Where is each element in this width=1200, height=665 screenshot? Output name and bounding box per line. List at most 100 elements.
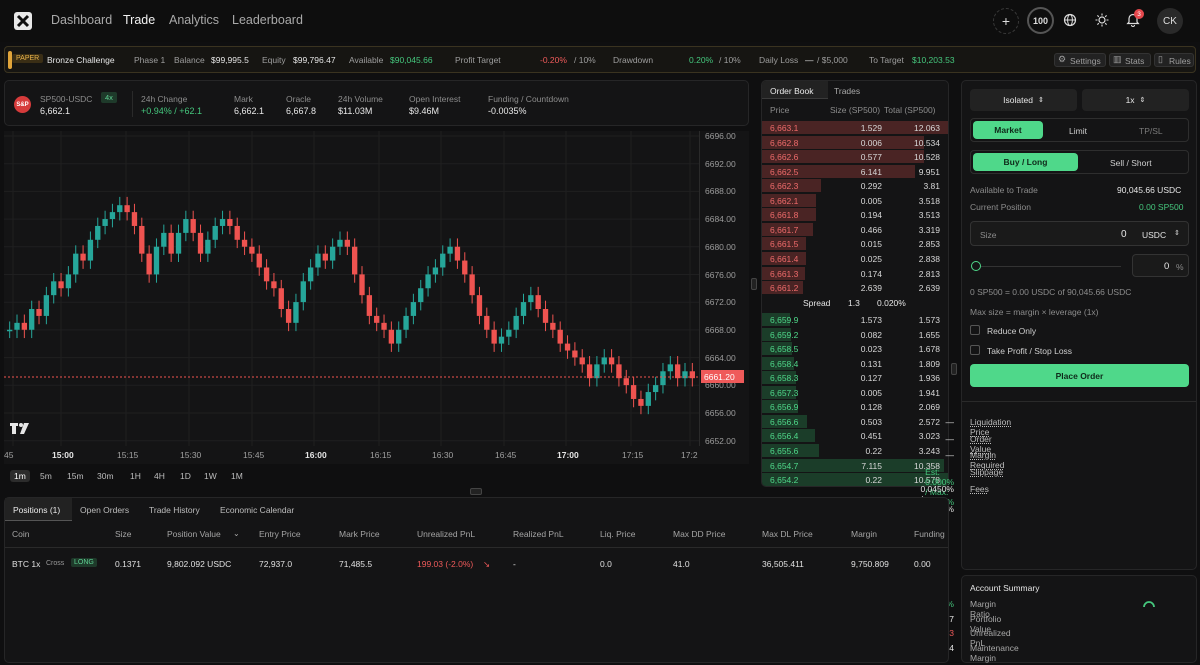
settings-button[interactable]: ⚙ Settings — [1054, 53, 1106, 67]
margin-mode-select[interactable]: Isolated ⇕ — [970, 89, 1077, 111]
asks-price[interactable]: 6,661.8 — [770, 210, 799, 221]
positions-header[interactable]: Coin — [12, 529, 30, 539]
positions-header[interactable]: Funding — [914, 529, 945, 539]
score-badge[interactable]: 100 — [1027, 7, 1054, 34]
stats-button[interactable]: ▥ Stats — [1109, 53, 1151, 67]
timeframe-1H[interactable]: 1H — [130, 471, 141, 481]
positions-header[interactable]: Size — [115, 529, 132, 539]
asks-row[interactable]: 6,661.7 0.466 3.319 — [762, 222, 948, 237]
nav-dashboard[interactable]: Dashboard — [51, 13, 113, 27]
asks-price[interactable]: 6,662.5 — [770, 166, 799, 177]
asks-row[interactable]: 6,661.8 0.194 3.513 — [762, 207, 948, 222]
updown-chevron-icon[interactable]: ⇕ — [1174, 230, 1180, 237]
tpsl-checkbox[interactable] — [970, 345, 980, 355]
theme-sun-icon[interactable] — [1095, 13, 1109, 27]
bids-price[interactable]: 6,658.5 — [770, 344, 799, 355]
bids-price[interactable]: 6,657.3 — [770, 387, 799, 398]
bids-price[interactable]: 6,655.6 — [770, 445, 799, 456]
bids-price[interactable]: 6,659.2 — [770, 329, 799, 340]
panel-resize-handle-right[interactable] — [951, 363, 957, 375]
panel-resize-handle[interactable] — [751, 278, 757, 290]
asks-row[interactable]: 6,661.4 0.025 2.838 — [762, 251, 948, 266]
asks-row[interactable]: 6,661.2 2.639 2.639 — [762, 280, 948, 295]
nav-analytics[interactable]: Analytics — [169, 13, 220, 27]
place-order-button[interactable]: Place Order — [970, 364, 1189, 387]
tab-order-book[interactable]: Order Book — [762, 81, 828, 99]
asks-price[interactable]: 6,661.2 — [770, 283, 799, 294]
symbol-name[interactable]: SP500-USDC — [40, 94, 93, 104]
timeframe-30m[interactable]: 30m — [97, 471, 114, 481]
size-input[interactable]: Size 0 USDC ⇕ — [970, 221, 1189, 246]
asks-price[interactable]: 6,663.1 — [770, 123, 799, 133]
asks-price[interactable]: 6,662.3 — [770, 181, 799, 192]
size-input-value[interactable]: 0 — [1121, 229, 1127, 240]
nav-trade[interactable]: Trade — [123, 13, 156, 27]
bids-price[interactable]: 6,654.2 — [770, 475, 799, 486]
timeframe-1W[interactable]: 1W — [204, 471, 217, 481]
user-avatar[interactable]: CK — [1157, 8, 1183, 34]
app-logo-icon[interactable] — [14, 12, 32, 30]
chart-area[interactable] — [4, 131, 749, 464]
asks-row[interactable]: 6,661.5 0.015 2.853 — [762, 236, 948, 251]
asks-row[interactable]: 6,662.6 0.577 10.528 — [762, 149, 948, 164]
bids-row[interactable]: 6,658.3 0.127 1.936 — [762, 370, 948, 385]
size-unit-select[interactable]: USDC — [1142, 230, 1167, 240]
bids-price[interactable]: 6,658.3 — [770, 373, 799, 384]
globe-icon[interactable] — [1063, 13, 1077, 27]
bids-row[interactable]: 6,656.9 0.128 2.069 — [762, 399, 948, 414]
bids-row[interactable]: 6,654.7 7.115 10.358 — [762, 458, 948, 473]
asks-row[interactable]: 6,663.1 1.529 12.063 — [762, 120, 948, 135]
bids-price[interactable]: 6,658.4 — [770, 358, 799, 369]
timeframe-15m[interactable]: 15m — [67, 471, 84, 481]
asks-price[interactable]: 6,661.3 — [770, 268, 799, 279]
positions-header[interactable]: Mark Price — [339, 529, 380, 539]
asks-row[interactable]: 6,662.1 0.005 3.518 — [762, 193, 948, 208]
asks-price[interactable]: 6,662.6 — [770, 152, 799, 163]
bids-row[interactable]: 6,656.4 0.451 3.023 — [762, 428, 948, 443]
size-slider-track[interactable] — [981, 266, 1121, 267]
timeframe-5m[interactable]: 5m — [40, 471, 52, 481]
timeframe-1M[interactable]: 1M — [231, 471, 243, 481]
tpsl-label[interactable]: Take Profit / Stop Loss — [987, 346, 1073, 356]
bids-row[interactable]: 6,657.3 0.005 1.941 — [762, 385, 948, 400]
bids-price[interactable]: 6,654.7 — [770, 460, 799, 471]
tab-economic-calendar[interactable]: Economic Calendar — [220, 505, 295, 515]
bids-row[interactable]: 6,659.2 0.082 1.655 — [762, 327, 948, 342]
positions-header[interactable]: Liq. Price — [600, 529, 636, 539]
bids-price[interactable]: 6,656.9 — [770, 402, 799, 413]
positions-header[interactable]: Max DL Price — [762, 529, 813, 539]
bids-row[interactable]: 6,658.4 0.131 1.809 — [762, 356, 948, 371]
rules-button[interactable]: ▯ Rules — [1154, 53, 1194, 67]
asks-price[interactable]: 6,662.1 — [770, 195, 799, 206]
bids-price[interactable]: 6,656.4 — [770, 431, 799, 442]
asks-price[interactable]: 6,661.5 — [770, 239, 799, 250]
positions-header[interactable]: Position Value — [167, 529, 221, 539]
tab-positions[interactable]: Positions (1) — [5, 498, 72, 521]
order-type-limit[interactable]: Limit — [1069, 126, 1087, 136]
tab-trades[interactable]: Trades — [834, 86, 861, 96]
candlestick-chart[interactable] — [4, 131, 699, 446]
bids-price[interactable]: 6,656.6 — [770, 416, 799, 427]
timeframe-1D[interactable]: 1D — [180, 471, 191, 481]
sort-chevron-icon[interactable]: ⌄ — [233, 529, 240, 538]
order-type-market[interactable]: Market — [973, 121, 1043, 139]
positions-header[interactable]: Margin — [851, 529, 877, 539]
asks-row[interactable]: 6,662.8 0.006 10.534 — [762, 135, 948, 150]
order-type-tpsl[interactable]: TP/SL — [1139, 126, 1163, 136]
asks-price[interactable]: 6,662.8 — [770, 137, 799, 148]
size-slider-handle[interactable] — [971, 261, 981, 271]
add-button[interactable]: + — [993, 8, 1019, 34]
tab-open-orders[interactable]: Open Orders — [80, 505, 130, 515]
percent-value[interactable]: 0 — [1164, 261, 1170, 272]
timeframe-1m[interactable]: 1m — [10, 470, 30, 482]
asks-row[interactable]: 6,661.3 0.174 2.813 — [762, 266, 948, 281]
asks-price[interactable]: 6,661.4 — [770, 253, 799, 264]
positions-header[interactable]: Realized PnL — [513, 529, 564, 539]
percent-input[interactable]: 0 % — [1132, 254, 1189, 277]
bids-row[interactable]: 6,655.6 0.22 3.243 — [762, 443, 948, 458]
positions-header[interactable]: Unrealized PnL — [417, 529, 476, 539]
asks-price[interactable]: 6,661.7 — [770, 224, 799, 235]
leverage-select[interactable]: 1x ⇕ — [1082, 89, 1189, 111]
timeframe-4H[interactable]: 4H — [154, 471, 165, 481]
asks-row[interactable]: 6,662.5 6.141 9.951 — [762, 164, 948, 179]
